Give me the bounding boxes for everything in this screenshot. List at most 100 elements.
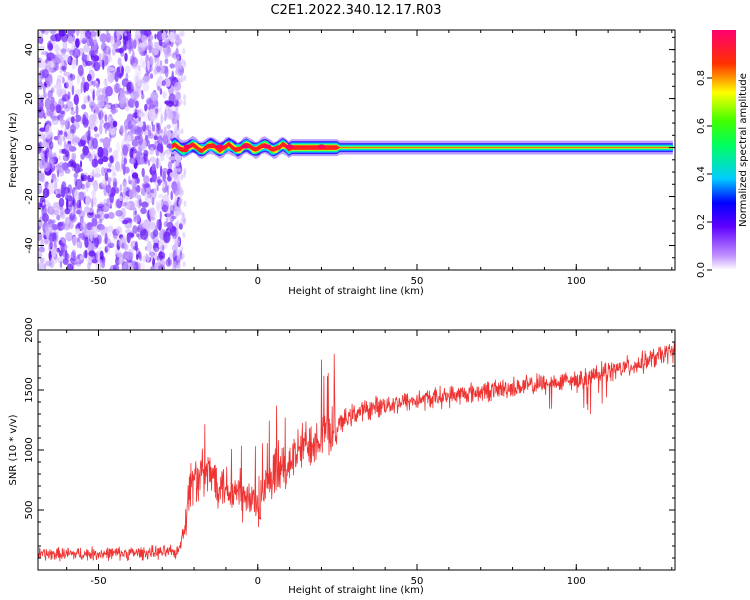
noise-blob [162,171,167,182]
noise-blob [103,198,107,205]
noise-blob [180,254,184,261]
noise-blob [123,157,128,165]
noise-blob [142,82,149,92]
signal-hotspot [183,144,192,149]
noise-blob [133,207,137,219]
noise-blob [104,55,109,65]
noise-blob [59,130,63,136]
noise-blob [116,67,121,77]
noise-blob [126,39,133,50]
noise-blob [177,119,180,131]
noise-blob [48,67,57,73]
noise-blob [114,83,121,94]
noise-blob [117,165,123,173]
noise-blob [55,163,62,175]
noise-blob [63,71,71,77]
noise-blob [171,120,175,128]
noise-blob [179,191,182,198]
noise-blob [60,110,66,116]
noise-blob [112,43,118,49]
noise-blob [136,233,140,238]
noise-blob [70,116,75,124]
noise-blob [115,248,119,256]
noise-blob [139,254,142,262]
noise-blob [147,60,150,72]
noise-blob [114,198,121,209]
noise-blob [84,150,91,159]
noise-blob [104,125,107,134]
noise-blob [99,33,108,43]
noise-blob [166,200,173,208]
noise-blob [145,197,153,204]
noise-blob [150,54,157,65]
noise-blob [47,202,52,210]
noise-blob [148,108,156,121]
noise-blob [152,124,156,132]
noise-blob [180,217,184,224]
noise-blob [96,203,104,209]
noise-blob [131,93,135,100]
y-tick-label: 40 [24,43,35,56]
noise-blob [163,221,168,228]
noise-blob [46,203,50,214]
noise-blob [143,219,151,229]
noise-blob [145,45,153,51]
noise-blob [168,83,174,96]
noise-blob [156,185,159,192]
noise-blob [136,253,139,261]
noise-blob [112,149,119,162]
noise-blob [76,237,81,243]
noise-blob [75,38,80,49]
noise-blob [163,242,168,250]
noise-blob [114,187,120,194]
noise-blob [83,250,88,259]
noise-blob [158,251,166,259]
noise-blob [57,134,63,146]
noise-blob [118,257,122,265]
noise-blob [82,52,85,59]
noise-blob [140,207,147,215]
noise-blob [176,160,180,167]
noise-blob [85,195,91,207]
noise-blob [43,30,49,35]
noise-blob [53,136,59,141]
noise-blob [161,30,167,41]
noise-blob [88,153,93,162]
noise-blob [174,106,178,113]
noise-blob [116,239,121,251]
noise-blob [99,250,104,261]
noise-blob [141,90,144,95]
noise-blob [177,261,181,268]
noise-blob [157,85,161,92]
noise-blob [182,48,186,55]
noise-blob [170,190,173,201]
noise-blob [176,84,180,91]
noise-blob [169,63,175,69]
noise-blob [67,144,73,149]
noise-blob [58,30,66,37]
noise-blob [102,137,111,149]
noise-blob [75,228,81,235]
noise-blob [55,189,58,196]
noise-blob [131,62,138,70]
noise-blob [124,97,129,108]
snr-y-label: SNR (10 * v/v) [8,414,19,485]
noise-blob [162,151,166,156]
noise-blob [55,62,59,71]
noise-blob [75,104,79,116]
noise-blob [130,81,138,90]
noise-blob [161,80,166,87]
noise-blob [174,194,178,201]
colorbar-tick-label: 0.4 [696,166,707,182]
noise-blob [137,65,141,72]
noise-blob [179,31,183,38]
noise-blob [45,230,50,239]
noise-blob [93,126,98,132]
noise-blob [139,42,145,48]
noise-blob [142,255,147,262]
noise-blob [97,99,105,108]
noise-blob [81,37,87,45]
y-tick-label: 2000 [24,317,35,342]
noise-blob [48,42,53,51]
noise-blob [121,261,129,270]
